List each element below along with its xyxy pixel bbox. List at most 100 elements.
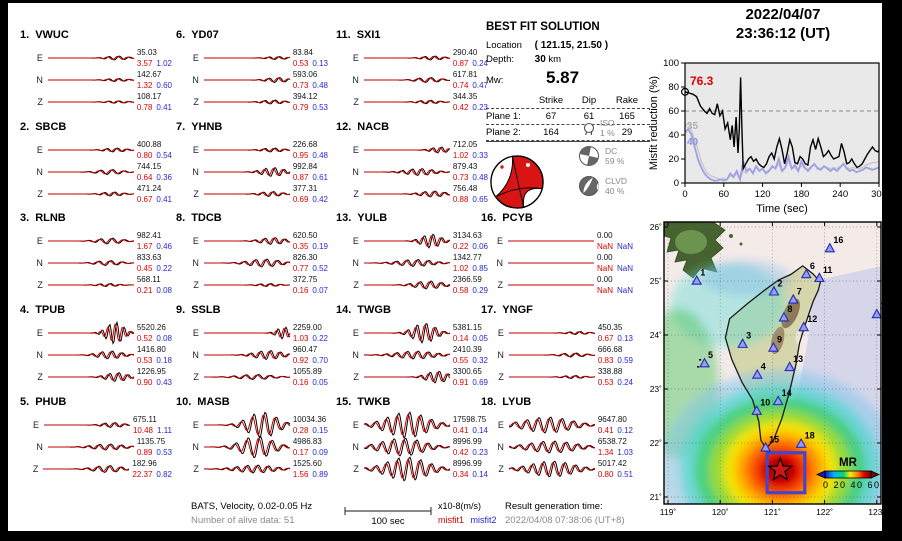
trace-values: 4986.83 0.17 0.09	[293, 437, 328, 457]
trace-values: 5017.42 0.80 0.51	[598, 459, 633, 479]
trace-values: 712.05 1.02 0.33	[453, 140, 488, 160]
location-label: Location	[486, 40, 522, 51]
map-station-number: 9	[777, 334, 782, 344]
amplitude-value: 0.00	[596, 275, 613, 284]
misfit1-value: 0.92	[292, 356, 309, 365]
waveform-SSLB-N	[203, 349, 291, 361]
misfit1-value: 0.53	[292, 59, 309, 68]
trace-row-YD07-N: N 593.06 0.73 0.48	[176, 69, 328, 91]
trace-values: 290.40 0.87 0.24	[453, 48, 488, 68]
trace-row-YNGF-Z: Z 338.88 0.53 0.24	[481, 366, 633, 388]
misfit2-value: 1.02	[156, 59, 172, 68]
misfit2-value: 0.70	[312, 356, 328, 365]
amplitude-value: 394.12	[292, 92, 318, 101]
trace-values: 400.88 0.80 0.54	[137, 140, 172, 160]
misfit1-value: 1.03	[292, 334, 309, 343]
component-label: N	[36, 258, 43, 268]
amplitude-value: 9647.80	[597, 415, 627, 424]
amplitude-value: 344.35	[452, 92, 478, 101]
amplitude-value: 1055.89	[292, 367, 322, 376]
trace-row-RLNB-E: E 982.41 1.67 0.46	[20, 230, 172, 252]
trace-row-YULB-N: N 1342.77 1.02 0.85	[336, 252, 488, 274]
x-tick-label: 240	[832, 189, 848, 200]
misfit1-value: 0.53	[597, 378, 614, 387]
misfit1-value: 0.34	[452, 470, 469, 479]
waveform-TDCB-N	[203, 258, 291, 268]
trace-values: 1525.60 1.56 0.89	[293, 459, 328, 479]
trace-row-SBCB-Z: Z 471.24 0.67 0.41	[20, 183, 172, 205]
misfit1-value: NaN	[596, 242, 613, 251]
component-label: E	[352, 236, 359, 246]
misfit2-value: 0.06	[472, 242, 488, 251]
misfit1-value: 0.78	[136, 103, 153, 112]
trace-values: 5520.26 0.52 0.08	[137, 323, 172, 343]
waveform-PCYB-Z	[507, 284, 594, 286]
waveform-YD07-N	[203, 77, 291, 83]
waveform-TDCB-E	[203, 237, 291, 245]
mw-label: Mw:	[486, 75, 504, 86]
lon-tick-label: 122˚	[816, 507, 833, 517]
amplitude-value: 83.84	[292, 48, 313, 57]
waveform-TWKB-E	[363, 411, 451, 439]
map-station-11	[813, 272, 825, 283]
amplitude-value: 1226.95	[136, 367, 166, 376]
component-label: Z	[37, 97, 43, 107]
misfit2-value: 0.05	[472, 334, 488, 343]
component-label: E	[496, 236, 503, 246]
trace-row-PCYB-N: N 0.00 NaN NaN	[481, 252, 633, 274]
amplitude-value: 833.63	[136, 253, 162, 262]
station-header: 8. TDCB	[176, 212, 222, 224]
best-fit-title: BEST FIT SOLUTION	[486, 21, 600, 33]
misfit1-value: 0.67	[136, 195, 153, 204]
trace-values: 10034.36 0.28 0.15	[293, 415, 328, 435]
trace-values: 992.84 0.87 0.61	[293, 162, 328, 182]
misfit2-value: 0.29	[472, 286, 488, 295]
trace-row-TDCB-N: N 826.30 0.77 0.52	[176, 252, 328, 274]
focal-mechanism-beachball-icon	[490, 155, 544, 209]
misfit2-value: 0.23	[472, 448, 488, 457]
misfit1-value: 0.90	[136, 378, 153, 387]
component-label: E	[192, 145, 199, 155]
trace-values: 960.47 0.92 0.70	[293, 345, 328, 365]
amplitude-value: 0.00	[596, 231, 613, 240]
station-header: 11. SXI1	[336, 29, 381, 41]
series-blue	[684, 127, 880, 183]
station-header: 3. RLNB	[20, 212, 66, 224]
bandpass-info: BATS, Velocity, 0.02-0.05 Hz	[191, 501, 313, 512]
map-station-number: 5	[708, 350, 713, 360]
station-block-YHNB: 7. YHNB E 226.68 0.95 0.48 N 992.84 0.87 0.61 Z 377…	[176, 121, 328, 205]
trace-values: 2410.39 0.55 0.32	[453, 345, 488, 365]
misfit1-value: 0.73	[292, 81, 309, 90]
trace-values: 142.67 1.32 0.60	[137, 70, 172, 90]
misfit2-value: NaN	[616, 264, 633, 273]
amplitude-value: 568.11	[136, 275, 161, 284]
waveform-SSLB-E	[203, 326, 291, 340]
misfit1-value: 0.89	[136, 448, 153, 457]
misfit-reduction-chart: 76.3 35 40 0 20 40 60 80 100 0 60 120 180 240 300 Time …	[648, 58, 882, 215]
misfit2-value: 0.07	[312, 286, 328, 295]
misfit1-value: 0.91	[452, 378, 469, 387]
trace-row-PHUB-N: N 1135.75 0.89 0.53	[20, 436, 172, 458]
amplitude-value: 0.00	[596, 253, 613, 262]
map-station-9	[768, 341, 779, 352]
lon-tick-label: 121˚	[764, 507, 781, 517]
misfit1-value: 0.69	[292, 195, 309, 204]
y-tick-label: 100	[663, 58, 679, 69]
waveform-YD07-E	[203, 56, 290, 60]
trace-row-TWGB-Z: Z 3300.65 0.91 0.69	[336, 366, 488, 388]
map-station-number: 7	[797, 286, 802, 296]
trace-values: 3134.63 0.22 0.06	[453, 231, 488, 251]
amplitude-value: 372.75	[292, 275, 318, 284]
map-station-number: 15	[769, 434, 779, 444]
component-label: Z	[37, 189, 43, 199]
trace-values: 35.03 3.57 1.02	[137, 48, 172, 68]
misfit2-value: 0.82	[156, 470, 172, 479]
map-station-13	[784, 361, 796, 372]
trace-values: 8996.99 0.42 0.23	[453, 437, 488, 457]
y-tick-label: 80	[668, 82, 679, 93]
trace-values: 394.12 0.79 0.53	[293, 92, 328, 112]
misfit2-value: 0.69	[472, 378, 488, 387]
dc-label: DC	[605, 146, 618, 156]
misfit2-value: 0.09	[312, 448, 328, 457]
trace-row-NACB-N: N 879.43 0.73 0.48	[336, 161, 488, 183]
